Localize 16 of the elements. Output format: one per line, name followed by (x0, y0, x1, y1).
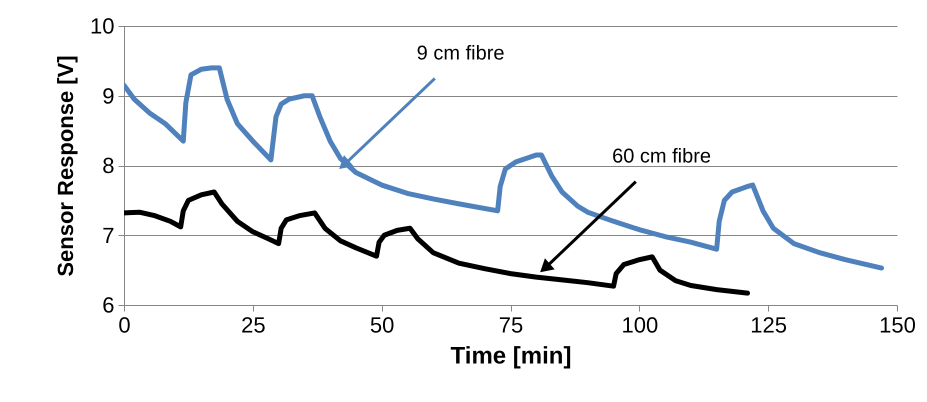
x-tick-label: 50 (370, 312, 394, 338)
x-tick-label: 150 (879, 312, 916, 338)
x-axis-title: Time [min] (450, 342, 572, 370)
x-tick-label: 125 (750, 312, 788, 338)
x-tick-label: 75 (498, 312, 524, 338)
annotation: 9 cm fibre (416, 42, 504, 64)
x-tick-label: 100 (621, 312, 658, 338)
y-tick-label: 7 (102, 222, 114, 248)
x-tick-label: 0 (118, 312, 131, 338)
annotation: 60 cm fibre (612, 146, 712, 168)
y-tick-label: 10 (90, 14, 114, 38)
y-tick-label: 9 (102, 83, 114, 108)
x-tick-label: 25 (241, 312, 266, 338)
y-tick-label: 8 (102, 153, 114, 178)
y-axis-title: Sensor Response [V] (53, 55, 78, 277)
y-tick-label: 6 (102, 292, 114, 318)
